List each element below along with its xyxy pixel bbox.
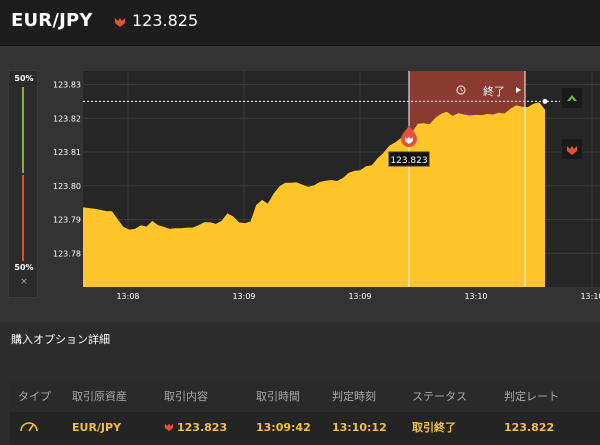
x-tick-label: 13:10 [580, 292, 600, 301]
y-tick-label: 123.83 [53, 81, 81, 90]
content-cell: 123.823 [160, 412, 252, 442]
current-rate-dot [542, 98, 548, 104]
entry-label-box [388, 151, 430, 167]
chevron-up-icon [567, 95, 577, 101]
header-judge-rate: 判定レート [500, 380, 600, 413]
ratio-bottom-percent: 50% [14, 263, 34, 272]
currency-pair-title: EUR/JPY [11, 10, 93, 31]
type-cell [10, 412, 68, 442]
gauge-icon [20, 422, 38, 432]
header-content: 取引内容 [160, 380, 252, 413]
price-area [83, 102, 545, 288]
y-tick-label: 123.80 [53, 182, 81, 191]
ratio-close-icon[interactable]: × [20, 277, 28, 287]
low-button[interactable] [562, 139, 582, 159]
sentiment-ratio-panel: 50% 50% × [8, 70, 38, 298]
content-value: 123.823 [177, 420, 228, 434]
y-axis: 123.83 123.82 123.81 123.80 123.79 123.78 [53, 81, 81, 259]
header-trade-time: 取引時間 [252, 380, 328, 413]
chevron-down-icon [567, 146, 577, 155]
ratio-up-bar [22, 87, 24, 173]
ratio-down-bar [22, 175, 24, 261]
trade-time-cell: 13:09:42 [252, 412, 328, 442]
current-rate: 123.825 [132, 11, 199, 30]
status-cell: 取引終了 [408, 412, 500, 442]
clock-icon [456, 85, 466, 95]
entry-marker-icon [401, 126, 417, 147]
header-judge-time: 判定時刻 [328, 380, 408, 413]
header-status: ステータス [408, 380, 500, 413]
price-chart: 123.83 123.82 123.81 123.80 123.79 123.78 13:… [53, 71, 600, 301]
entry-rate-label: 123.823 [390, 156, 427, 166]
x-tick-label: 13:10 [464, 292, 487, 301]
x-axis: 13:08 13:09 13:09 13:10 13:10 [116, 292, 600, 301]
header-bar: EUR/JPY 123.825 [0, 0, 600, 46]
section-title: 購入オプション詳細 [11, 333, 110, 346]
table-header-row: タイプ 取引原資産 取引内容 取引時間 判定時刻 ステータス 判定レート [10, 380, 600, 413]
table-row[interactable]: EUR/JPY 123.823 13:09:42 13:10:12 取引終了 1… [10, 412, 600, 442]
asset-cell: EUR/JPY [68, 412, 160, 442]
y-tick-label: 123.78 [53, 249, 81, 258]
down-arrow-icon [164, 423, 174, 431]
x-tick-label: 13:08 [116, 292, 139, 301]
judge-rate-cell: 123.822 [500, 412, 600, 442]
y-tick-label: 123.81 [53, 148, 81, 157]
options-table: タイプ 取引原資産 取引内容 取引時間 判定時刻 ステータス 判定レート EUR… [10, 380, 600, 442]
judge-time-cell: 13:10:12 [328, 412, 408, 442]
end-label-pointer-icon [516, 87, 521, 93]
high-button[interactable] [562, 88, 582, 108]
y-tick-label: 123.82 [53, 114, 81, 123]
down-arrow-icon [115, 18, 125, 27]
header-asset: 取引原資産 [68, 380, 160, 413]
ratio-top-percent: 50% [14, 74, 34, 83]
chart-panel: 50% 50% × 123.83 123.82 123.81 123.80 123.79… [0, 46, 600, 322]
header-type: タイプ [10, 380, 68, 413]
x-tick-label: 13:09 [348, 292, 371, 301]
end-label: 終了 [483, 84, 505, 98]
y-tick-label: 123.79 [53, 216, 81, 225]
x-tick-label: 13:09 [232, 292, 255, 301]
